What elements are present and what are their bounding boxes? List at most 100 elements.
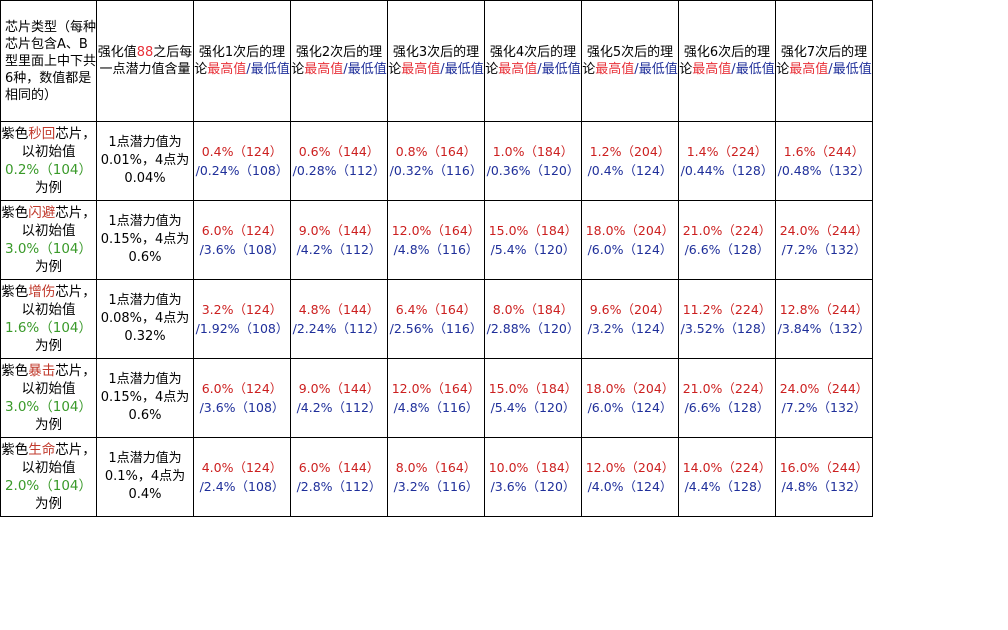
min-value: /6.6%（128）: [684, 400, 770, 415]
header-level-2: 强化2次后的理论最高值/最低值: [290, 0, 388, 122]
max-value: 8.0%（184）: [492, 302, 574, 317]
min-value: /2.56%（116）: [389, 321, 483, 336]
chip-name-post: 芯片，以初始值: [21, 205, 96, 239]
max-value: 12.0%（164）: [391, 223, 481, 238]
level-1-value-cell: 6.0%（124） /3.6%（108）: [193, 358, 291, 438]
max-value: 8.0%（164）: [395, 460, 477, 475]
max-value: 11.2%（224）: [682, 302, 772, 317]
header-level-min: 最低: [444, 62, 471, 77]
level-3-value-cell: 8.0%（164） /3.2%（116）: [387, 437, 485, 517]
header-potential-pre: 强化值: [97, 45, 137, 60]
header-chip-type: 芯片类型（每种芯片包含A、B型里面上中下共6种，数值都是相同的）: [0, 0, 97, 122]
chip-name-cell: 紫色暴击芯片，以初始值 3.0%（104） 为例: [0, 358, 97, 438]
min-value: /2.8%（112）: [296, 479, 382, 494]
chip-name-cell: 紫色秒回芯片，以初始值 0.2%（104） 为例: [0, 121, 97, 201]
max-value: 6.0%（124）: [201, 381, 283, 396]
chip-name-pre: 紫色: [1, 284, 29, 300]
level-3-value-cell: 6.4%（164） /2.56%（116）: [387, 279, 485, 359]
max-value: 12.8%（244）: [779, 302, 869, 317]
level-7-value-cell: 12.8%（244） /3.84%（132）: [775, 279, 873, 359]
max-value: 6.0%（144）: [298, 460, 380, 475]
min-value: /2.24%（112）: [292, 321, 386, 336]
header-level-tail: 值: [567, 62, 581, 77]
header-level-3: 强化3次后的理论最高值/最低值: [387, 0, 485, 122]
min-value: /3.52%（128）: [680, 321, 774, 336]
max-value: 15.0%（184）: [488, 381, 578, 396]
max-value: 18.0%（204）: [585, 381, 675, 396]
chip-initial-value: 2.0%（104）: [4, 478, 93, 494]
header-level-min: 最低: [347, 62, 374, 77]
header-level-pre: 强化5次后的理论: [582, 45, 674, 77]
level-6-value-cell: 21.0%（224） /6.6%（128）: [678, 200, 776, 280]
min-value: /0.36%（120）: [486, 163, 580, 178]
chip-initial-value: 3.0%（104）: [4, 241, 93, 257]
header-level-pre: 强化6次后的理论: [679, 45, 771, 77]
potential-cell: 1点潜力值为0.01%，4点为0.04%: [96, 121, 194, 201]
chip-initial-value: 3.0%（104）: [4, 399, 93, 415]
header-potential-post: 之后每一点潜力值含量: [99, 45, 193, 77]
level-6-value-cell: 21.0%（224） /6.6%（128）: [678, 358, 776, 438]
min-value: /3.6%（120）: [490, 479, 576, 494]
table-row: 紫色闪避芯片，以初始值 3.0%（104） 为例 1点潜力值为0.15%，4点为0.6…: [0, 200, 873, 280]
potential-cell: 1点潜力值为0.1%，4点为0.4%: [96, 437, 194, 517]
level-6-value-cell: 11.2%（224） /3.52%（128）: [678, 279, 776, 359]
table-row: 紫色秒回芯片，以初始值 0.2%（104） 为例 1点潜力值为0.01%，4点为0.0…: [0, 121, 873, 201]
min-value: /3.2%（116）: [393, 479, 479, 494]
header-level-max: 最高值: [401, 62, 441, 77]
min-value: /4.8%（132）: [781, 479, 867, 494]
level-2-value-cell: 9.0%（144） /4.2%（112）: [290, 358, 388, 438]
chip-suffix: 为例: [35, 259, 62, 275]
level-4-value-cell: 15.0%（184） /5.4%（120）: [484, 358, 582, 438]
potential-text: 1点潜力值为0.08%，4点为0.32%: [100, 293, 190, 344]
level-6-value-cell: 14.0%（224） /4.4%（128）: [678, 437, 776, 517]
max-value: 21.0%（224）: [682, 223, 772, 238]
header-level-sep: /: [828, 62, 833, 77]
header-level-tail: 值: [276, 62, 290, 77]
min-value: /0.28%（112）: [292, 163, 386, 178]
header-chip-type-text: 芯片类型（每种芯片包含A、B型里面上中下共6种，数值都是相同的）: [5, 19, 97, 103]
chip-name-hl: 生命: [28, 442, 56, 458]
min-value: /5.4%（120）: [490, 242, 576, 257]
min-value: /0.4%（124）: [587, 163, 673, 178]
level-5-value-cell: 12.0%（204） /4.0%（124）: [581, 437, 679, 517]
min-value: /3.2%（124）: [587, 321, 673, 336]
max-value: 12.0%（204）: [585, 460, 675, 475]
header-level-pre: 强化1次后的理论: [194, 45, 286, 77]
header-level-max: 最高值: [595, 62, 635, 77]
max-value: 9.6%（204）: [589, 302, 671, 317]
min-value: /3.84%（132）: [777, 321, 871, 336]
max-value: 4.0%（124）: [201, 460, 283, 475]
level-3-value-cell: 12.0%（164） /4.8%（116）: [387, 200, 485, 280]
level-2-value-cell: 9.0%（144） /4.2%（112）: [290, 200, 388, 280]
min-value: /6.0%（124）: [587, 242, 673, 257]
chip-name-hl: 增伤: [28, 284, 56, 300]
chip-name-cell: 紫色闪避芯片，以初始值 3.0%（104） 为例: [0, 200, 97, 280]
header-level-max: 最高值: [692, 62, 732, 77]
potential-cell: 1点潜力值为0.15%，4点为0.6%: [96, 200, 194, 280]
level-5-value-cell: 18.0%（204） /6.0%（124）: [581, 200, 679, 280]
header-level-pre: 强化2次后的理论: [291, 45, 383, 77]
level-7-value-cell: 1.6%（244） /0.48%（132）: [775, 121, 873, 201]
header-level-sep: /: [537, 62, 542, 77]
min-value: /7.2%（132）: [781, 242, 867, 257]
potential-text: 1点潜力值为0.1%，4点为0.4%: [104, 451, 186, 502]
level-2-value-cell: 6.0%（144） /2.8%（112）: [290, 437, 388, 517]
table-row: 紫色生命芯片，以初始值 2.0%（104） 为例 1点潜力值为0.1%，4点为0.4%…: [0, 437, 873, 517]
chip-name-cell: 紫色生命芯片，以初始值 2.0%（104） 为例: [0, 437, 97, 517]
min-value: /4.8%（116）: [393, 242, 479, 257]
level-7-value-cell: 24.0%（244） /7.2%（132）: [775, 358, 873, 438]
header-level-tail: 值: [858, 62, 872, 77]
level-3-value-cell: 0.8%（164） /0.32%（116）: [387, 121, 485, 201]
level-4-value-cell: 1.0%（184） /0.36%（120）: [484, 121, 582, 201]
header-level-1: 强化1次后的理论最高值/最低值: [193, 0, 291, 122]
chip-name-hl: 秒回: [28, 126, 56, 142]
header-level-tail: 值: [373, 62, 387, 77]
min-value: /7.2%（132）: [781, 400, 867, 415]
header-level-7: 强化7次后的理论最高值/最低值: [775, 0, 873, 122]
min-value: /1.92%（108）: [195, 321, 289, 336]
header-level-max: 最高值: [789, 62, 829, 77]
min-value: /0.32%（116）: [389, 163, 483, 178]
chip-name-post: 芯片，以初始值: [21, 363, 96, 397]
max-value: 1.0%（184）: [492, 144, 574, 159]
min-value: /0.48%（132）: [777, 163, 871, 178]
